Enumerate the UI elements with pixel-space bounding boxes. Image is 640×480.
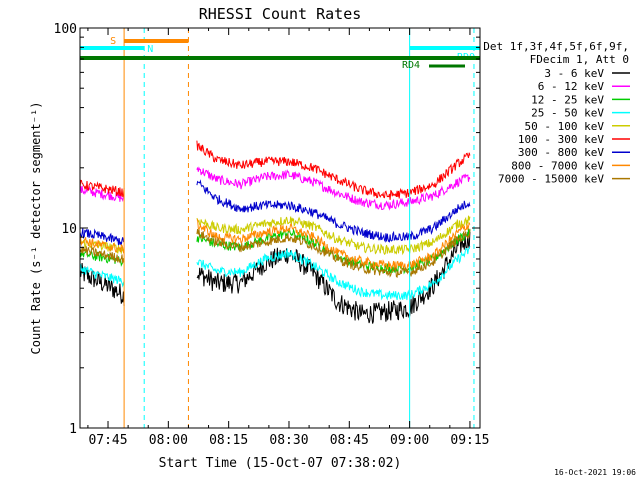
flag-bars: SNRD0RD4 bbox=[79, 36, 480, 71]
legend-label-800-7000-kev: 800 - 7000 keV bbox=[511, 159, 604, 172]
y-tick-label-1: 1 bbox=[69, 422, 77, 437]
series-line-25-50-kev bbox=[80, 246, 471, 301]
legend-header-line-2: FDecim 1, Att 0 bbox=[530, 53, 629, 66]
x-tick-label-08-45: 08:45 bbox=[330, 433, 369, 448]
series-layer bbox=[80, 140, 471, 324]
flag-label-n: N bbox=[147, 44, 153, 55]
y-tick-label-100: 100 bbox=[54, 22, 77, 37]
legend-header-line-1: Det 1f,3f,4f,5f,6f,9f, bbox=[483, 40, 629, 53]
flag-label-s: S bbox=[110, 36, 116, 47]
x-tick-label-09-00: 09:00 bbox=[390, 433, 429, 448]
x-axis-label: Start Time (15-Oct-07 07:38:02) bbox=[159, 456, 402, 471]
x-tick-label-08-15: 08:15 bbox=[209, 433, 248, 448]
legend-label-25-50-kev: 25 - 50 keV bbox=[531, 107, 604, 120]
x-tick-label-09-15: 09:15 bbox=[450, 433, 489, 448]
marker-lines bbox=[123, 28, 475, 428]
series-line-100-300-kev bbox=[80, 140, 471, 200]
legend-label-100-300-kev: 100 - 300 keV bbox=[518, 133, 604, 146]
legend: Det 1f,3f,4f,5f,6f,9f,FDecim 1, Att 03 -… bbox=[483, 40, 630, 186]
footer-timestamp: 16-Oct-2021 19:06 bbox=[554, 468, 636, 477]
legend-label-6-12-kev: 6 - 12 keV bbox=[538, 80, 605, 93]
y-axis-label: Count Rate (s⁻¹ detector segment⁻¹) bbox=[29, 102, 43, 355]
legend-label-50-100-kev: 50 - 100 keV bbox=[525, 120, 605, 133]
series-line-3-6-kev bbox=[80, 231, 471, 324]
x-tick-label-07-45: 07:45 bbox=[88, 433, 127, 448]
legend-label-12-25-kev: 12 - 25 keV bbox=[531, 93, 604, 106]
x-tick-label-08-30: 08:30 bbox=[269, 433, 308, 448]
axes: 07:45 08:00 08:15 08:30 08:45 09:00 09:15 1 10 10… bbox=[54, 22, 490, 448]
legend-label-3-6-kev: 3 - 6 keV bbox=[544, 67, 604, 80]
series-line-800-7000-kev bbox=[80, 218, 471, 271]
series-line-300-800-kev bbox=[80, 179, 471, 246]
legend-label-300-800-kev: 300 - 800 keV bbox=[518, 146, 604, 159]
series-line-7000-15000-kev bbox=[80, 228, 471, 279]
flag-label-rd4: RD4 bbox=[402, 60, 420, 71]
legend-label-7000-15000-kev: 7000 - 15000 keV bbox=[498, 173, 604, 186]
x-tick-label-08-00: 08:00 bbox=[149, 433, 188, 448]
y-tick-label-10: 10 bbox=[61, 222, 77, 237]
chart-title: RHESSI Count Rates bbox=[199, 5, 362, 23]
